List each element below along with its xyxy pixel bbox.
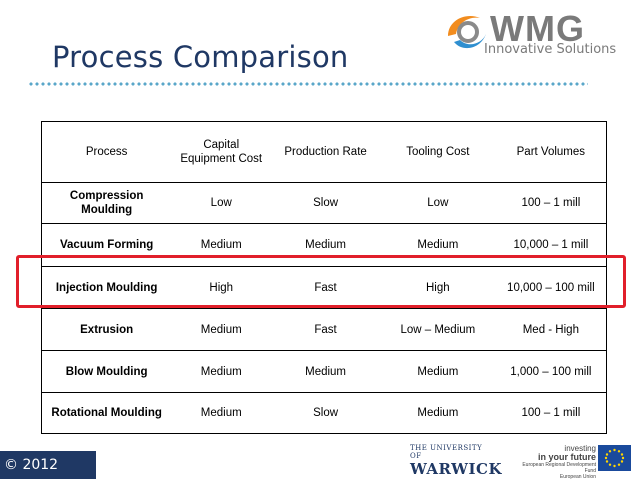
- table-cell: Low – Medium: [379, 308, 496, 351]
- header-cell: Part Volumes: [495, 121, 607, 183]
- table-cell: Fast: [271, 266, 380, 309]
- header-cell: Tooling Cost: [379, 121, 496, 183]
- table-cell: Medium: [171, 350, 272, 393]
- table-cell: Medium: [200, 407, 242, 419]
- table-cell: Medium: [271, 350, 380, 393]
- table-cell: 100 – 1 mill: [521, 407, 581, 419]
- process-name-cell: Extrusion: [41, 308, 172, 351]
- warwick-logo: THE UNIVERSITY OF WARWICK: [410, 444, 502, 478]
- table-row: Extrusion Medium Fast Low – Medium Med -…: [41, 308, 607, 351]
- table-row-highlighted: Injection Moulding High Fast High 10,000…: [41, 266, 607, 309]
- process-name-cell: Compression Moulding: [41, 182, 172, 224]
- wmg-logo-text: WMG: [490, 8, 585, 49]
- dotted-divider: [28, 80, 588, 88]
- copyright-bar: © 2012: [0, 451, 96, 479]
- highlight-box: [16, 255, 626, 308]
- header-cell: Process: [41, 121, 172, 183]
- table-cell: High: [379, 266, 496, 309]
- eu-flag-icon: [598, 445, 631, 471]
- table-cell: Slow: [313, 407, 339, 419]
- investing-line-3: European Regional Development Fund: [522, 462, 596, 474]
- table-cell: Medium: [417, 407, 459, 419]
- table-cell: 10,000 – 100 mill: [495, 266, 607, 309]
- table-cell: 1,000 – 100 mill: [495, 350, 607, 393]
- university-top-text: THE UNIVERSITY OF: [410, 444, 483, 460]
- table-cell: Med - High: [495, 308, 607, 351]
- table-cell: 100 – 1 mill: [495, 182, 607, 224]
- process-name-cell: Rotational Moulding: [51, 407, 162, 419]
- wmg-logo-icon: [448, 16, 486, 49]
- header-cell: Production Rate: [271, 121, 380, 183]
- process-name-cell: Blow Moulding: [41, 350, 172, 393]
- table-row: Rotational Moulding Medium Slow Medium 1…: [42, 393, 607, 434]
- table-header-row: Process Capital Equipment Cost Productio…: [41, 121, 607, 183]
- table-cell: Low: [171, 182, 272, 224]
- table-cell: Slow: [271, 182, 380, 224]
- investing-line-4: European Union: [559, 474, 596, 480]
- table-cell: Medium: [271, 223, 380, 267]
- erdf-logo: investing in your future European Region…: [518, 444, 596, 480]
- table-row: Blow Moulding Medium Medium Medium 1,000…: [41, 350, 607, 393]
- table-row: Vacuum Forming Medium Medium Medium 10,0…: [41, 223, 607, 267]
- table-row: Compression Moulding Low Slow Low 100 – …: [41, 182, 607, 224]
- investing-line-1: investing: [564, 444, 596, 453]
- slide-title: Process Comparison: [52, 40, 349, 74]
- university-name: WARWICK: [410, 460, 502, 478]
- header-cell: Capital Equipment Cost: [171, 121, 272, 183]
- table-cell: Fast: [271, 308, 380, 351]
- table-cell: Medium: [379, 223, 496, 267]
- wmg-logo-tagline: Innovative Solutions: [484, 42, 617, 57]
- table-cell: 10,000 – 1 mill: [495, 223, 607, 267]
- table-cell: Medium: [171, 308, 272, 351]
- table-cell: Medium: [171, 223, 272, 267]
- process-name-cell: Vacuum Forming: [41, 223, 172, 267]
- table-cell: Medium: [379, 350, 496, 393]
- process-name-cell: Injection Moulding: [41, 266, 172, 309]
- table-cell: Low: [379, 182, 496, 224]
- table-cell: High: [171, 266, 272, 309]
- process-table: Process Capital Equipment Cost Productio…: [41, 121, 607, 434]
- investing-line-2: in your future: [538, 452, 596, 462]
